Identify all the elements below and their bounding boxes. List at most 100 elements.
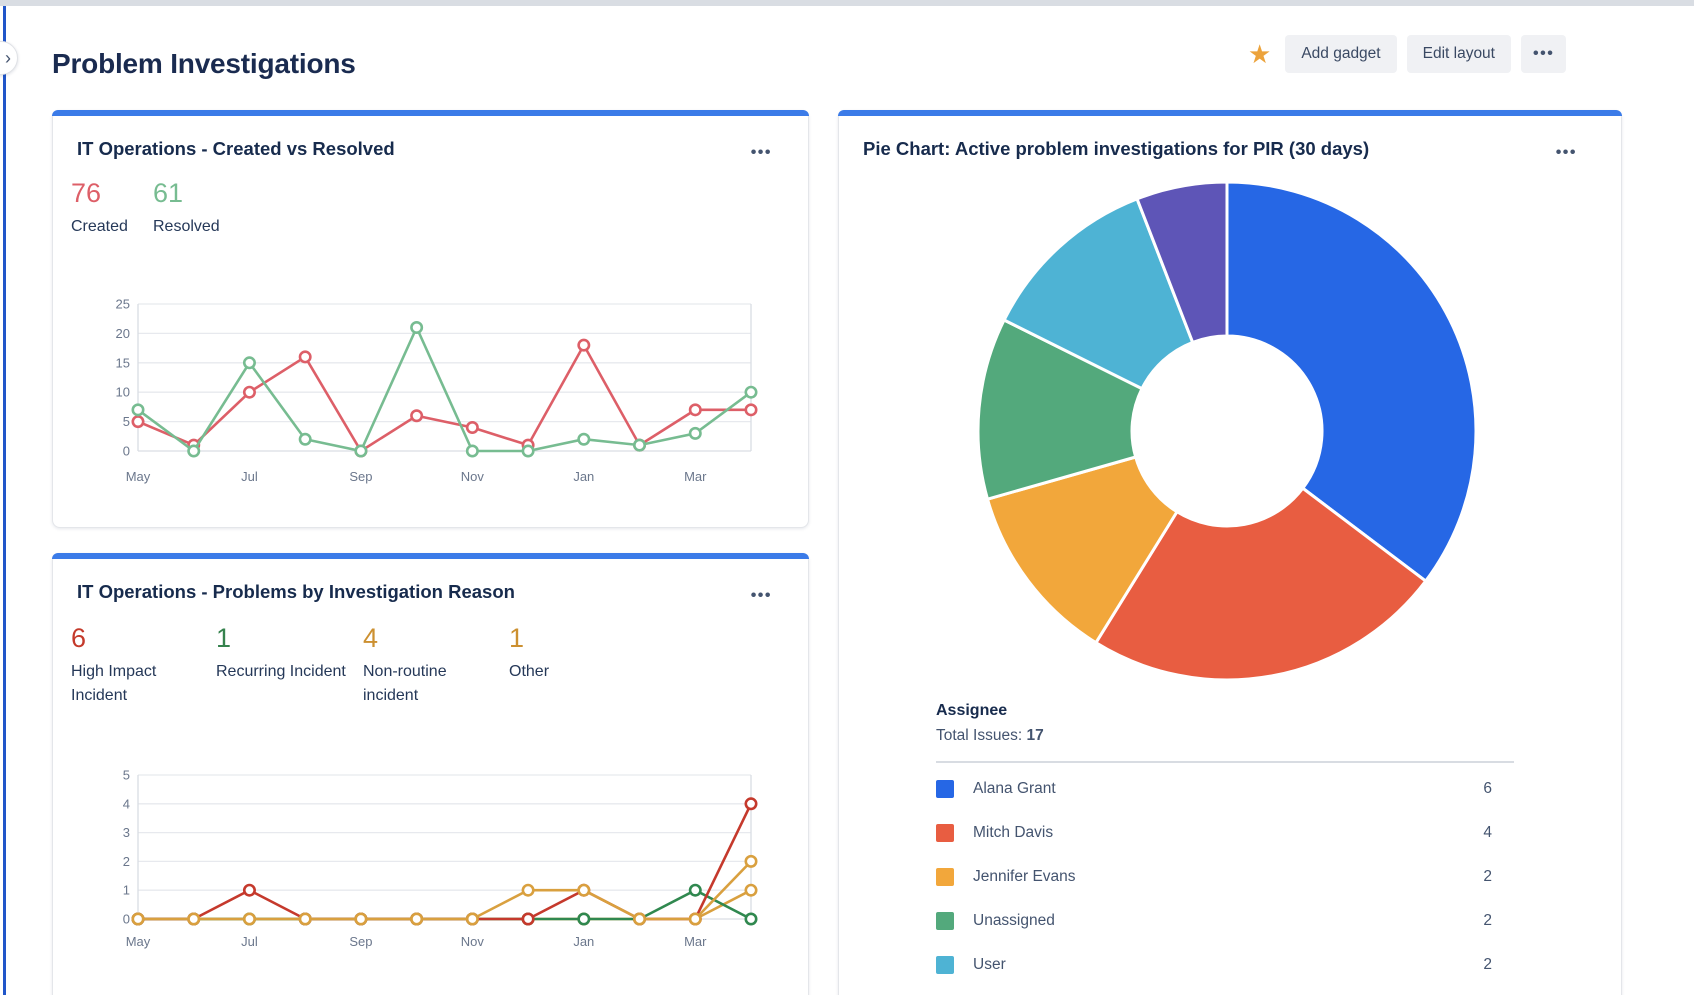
sidebar-edge bbox=[3, 6, 6, 995]
svg-text:Sep: Sep bbox=[349, 934, 372, 949]
svg-text:Nov: Nov bbox=[461, 469, 485, 484]
edit-layout-button[interactable]: Edit layout bbox=[1406, 35, 1511, 73]
legend-swatch bbox=[936, 868, 954, 886]
legend-label: Unassigned bbox=[973, 912, 1055, 929]
more-icon: ••• bbox=[1555, 144, 1577, 161]
svg-text:2: 2 bbox=[123, 854, 130, 869]
created-resolved-line-chart: 0 5 10 15 20 25 May Jul Sep Nov Jan Mar bbox=[116, 297, 758, 484]
legend-row[interactable]: Alana Grant 6 bbox=[936, 767, 1514, 811]
total-issues-label: Total Issues: bbox=[936, 727, 1023, 744]
legend-rows: Alana Grant 6 Mitch Davis 4 Jennifer Evans 2 U… bbox=[936, 767, 1514, 987]
gadget-title: IT Operations - Created vs Resolved bbox=[77, 138, 395, 159]
dashboard-actions: ★ Add gadget Edit layout ••• bbox=[1248, 35, 1567, 73]
page-title: Problem Investigations bbox=[52, 48, 356, 79]
gadget-title: IT Operations - Problems by Investigatio… bbox=[77, 581, 515, 602]
gadget-pie-active-pir: Pie Chart: Active problem investigations… bbox=[838, 110, 1622, 995]
legend-divider bbox=[936, 761, 1514, 763]
pie-slice[interactable] bbox=[1002, 197, 1195, 391]
svg-text:25: 25 bbox=[116, 297, 130, 312]
stat-label: Non-routine incident bbox=[363, 663, 447, 704]
gadget-accent-bar bbox=[52, 110, 809, 116]
stat-other: 1 Other bbox=[509, 622, 599, 684]
svg-text:20: 20 bbox=[116, 326, 130, 341]
more-icon: ••• bbox=[750, 144, 772, 161]
stat-value: 1 bbox=[216, 623, 232, 653]
legend-label: Mitch Davis bbox=[973, 824, 1054, 841]
dashboard-more-button[interactable]: ••• bbox=[1521, 35, 1567, 73]
gadget-problems-by-reason: IT Operations - Problems by Investigatio… bbox=[52, 553, 809, 995]
gadget-accent-bar bbox=[838, 110, 1622, 116]
svg-text:Nov: Nov bbox=[461, 934, 485, 949]
stat-label: Created bbox=[71, 218, 128, 235]
expand-sidebar-button[interactable]: › bbox=[0, 41, 18, 75]
legend-value: 6 bbox=[1483, 780, 1492, 797]
assignee-donut-chart bbox=[976, 180, 1478, 682]
legend-label: Alana Grant bbox=[973, 780, 1056, 797]
pie-slice[interactable] bbox=[986, 455, 1179, 645]
svg-text:1: 1 bbox=[123, 883, 130, 898]
stat-value: 1 bbox=[509, 623, 525, 653]
gadget-accent-bar bbox=[52, 553, 809, 559]
svg-text:Jan: Jan bbox=[573, 469, 594, 484]
stat-value: 4 bbox=[363, 623, 379, 653]
stat-value: 6 bbox=[71, 623, 87, 653]
stat-resolved: 61 Resolved bbox=[153, 177, 220, 239]
svg-text:May: May bbox=[126, 934, 151, 949]
legend-swatch bbox=[936, 824, 954, 842]
svg-text:Mar: Mar bbox=[684, 934, 707, 949]
legend-total: Total Issues: 17 bbox=[936, 725, 1514, 747]
legend-swatch bbox=[936, 912, 954, 930]
svg-text:Jul: Jul bbox=[241, 934, 258, 949]
add-gadget-button[interactable]: Add gadget bbox=[1285, 35, 1397, 73]
svg-text:0: 0 bbox=[123, 912, 130, 927]
stat-high-impact: 6 High Impact Incident bbox=[71, 622, 191, 708]
stat-value: 76 bbox=[71, 178, 102, 208]
svg-text:10: 10 bbox=[116, 385, 130, 400]
legend-value: 4 bbox=[1483, 824, 1492, 841]
legend-row[interactable]: Mitch Davis 4 bbox=[936, 811, 1514, 855]
stat-created: 76 Created bbox=[71, 177, 128, 239]
gadget-menu-button[interactable]: ••• bbox=[747, 584, 776, 608]
svg-text:Jul: Jul bbox=[241, 469, 258, 484]
total-issues-value: 17 bbox=[1026, 727, 1044, 744]
gadget-menu-button[interactable]: ••• bbox=[1552, 141, 1581, 165]
legend-value: 2 bbox=[1483, 868, 1492, 885]
chevron-right-icon: › bbox=[5, 48, 11, 68]
stat-label: Other bbox=[509, 663, 550, 680]
svg-text:15: 15 bbox=[116, 355, 130, 370]
svg-text:Jan: Jan bbox=[573, 934, 594, 949]
stat-label: Resolved bbox=[153, 218, 220, 235]
top-divider bbox=[0, 0, 1694, 6]
svg-text:Mar: Mar bbox=[684, 469, 707, 484]
svg-text:May: May bbox=[126, 469, 151, 484]
more-icon: ••• bbox=[1533, 45, 1555, 62]
legend-row[interactable]: User 2 bbox=[936, 943, 1514, 987]
pie-slice[interactable] bbox=[1094, 486, 1428, 682]
svg-text:4: 4 bbox=[123, 796, 130, 811]
legend-value: 2 bbox=[1483, 956, 1492, 973]
svg-text:Sep: Sep bbox=[349, 469, 372, 484]
legend-swatch bbox=[936, 956, 954, 974]
favorite-star-icon[interactable]: ★ bbox=[1248, 39, 1272, 69]
stat-label: High Impact Incident bbox=[71, 663, 157, 704]
gadget-menu-button[interactable]: ••• bbox=[747, 141, 776, 165]
gadget-created-vs-resolved: IT Operations - Created vs Resolved ••• … bbox=[52, 110, 809, 528]
more-icon: ••• bbox=[750, 587, 772, 604]
pie-legend: Assignee Total Issues: 17 Alana Grant 6 Mi… bbox=[936, 701, 1514, 987]
svg-text:5: 5 bbox=[123, 414, 130, 429]
stat-non-routine: 4 Non-routine incident bbox=[363, 622, 478, 708]
gadget-title: Pie Chart: Active problem investigations… bbox=[863, 138, 1370, 159]
legend-label: User bbox=[973, 956, 1006, 973]
svg-text:0: 0 bbox=[123, 444, 130, 459]
pie-slice[interactable] bbox=[976, 318, 1144, 501]
stat-label: Recurring Incident bbox=[216, 663, 346, 680]
stat-value: 61 bbox=[153, 178, 184, 208]
legend-row[interactable]: Unassigned 2 bbox=[936, 899, 1514, 943]
pie-slice[interactable] bbox=[1135, 180, 1229, 344]
reason-line-chart: 0 1 2 3 4 5 May Jul Sep Nov Jan Mar bbox=[123, 768, 758, 949]
svg-text:3: 3 bbox=[123, 825, 130, 840]
legend-row[interactable]: Jennifer Evans 2 bbox=[936, 855, 1514, 899]
pie-slice[interactable] bbox=[1225, 180, 1478, 583]
legend-swatch bbox=[936, 780, 954, 798]
